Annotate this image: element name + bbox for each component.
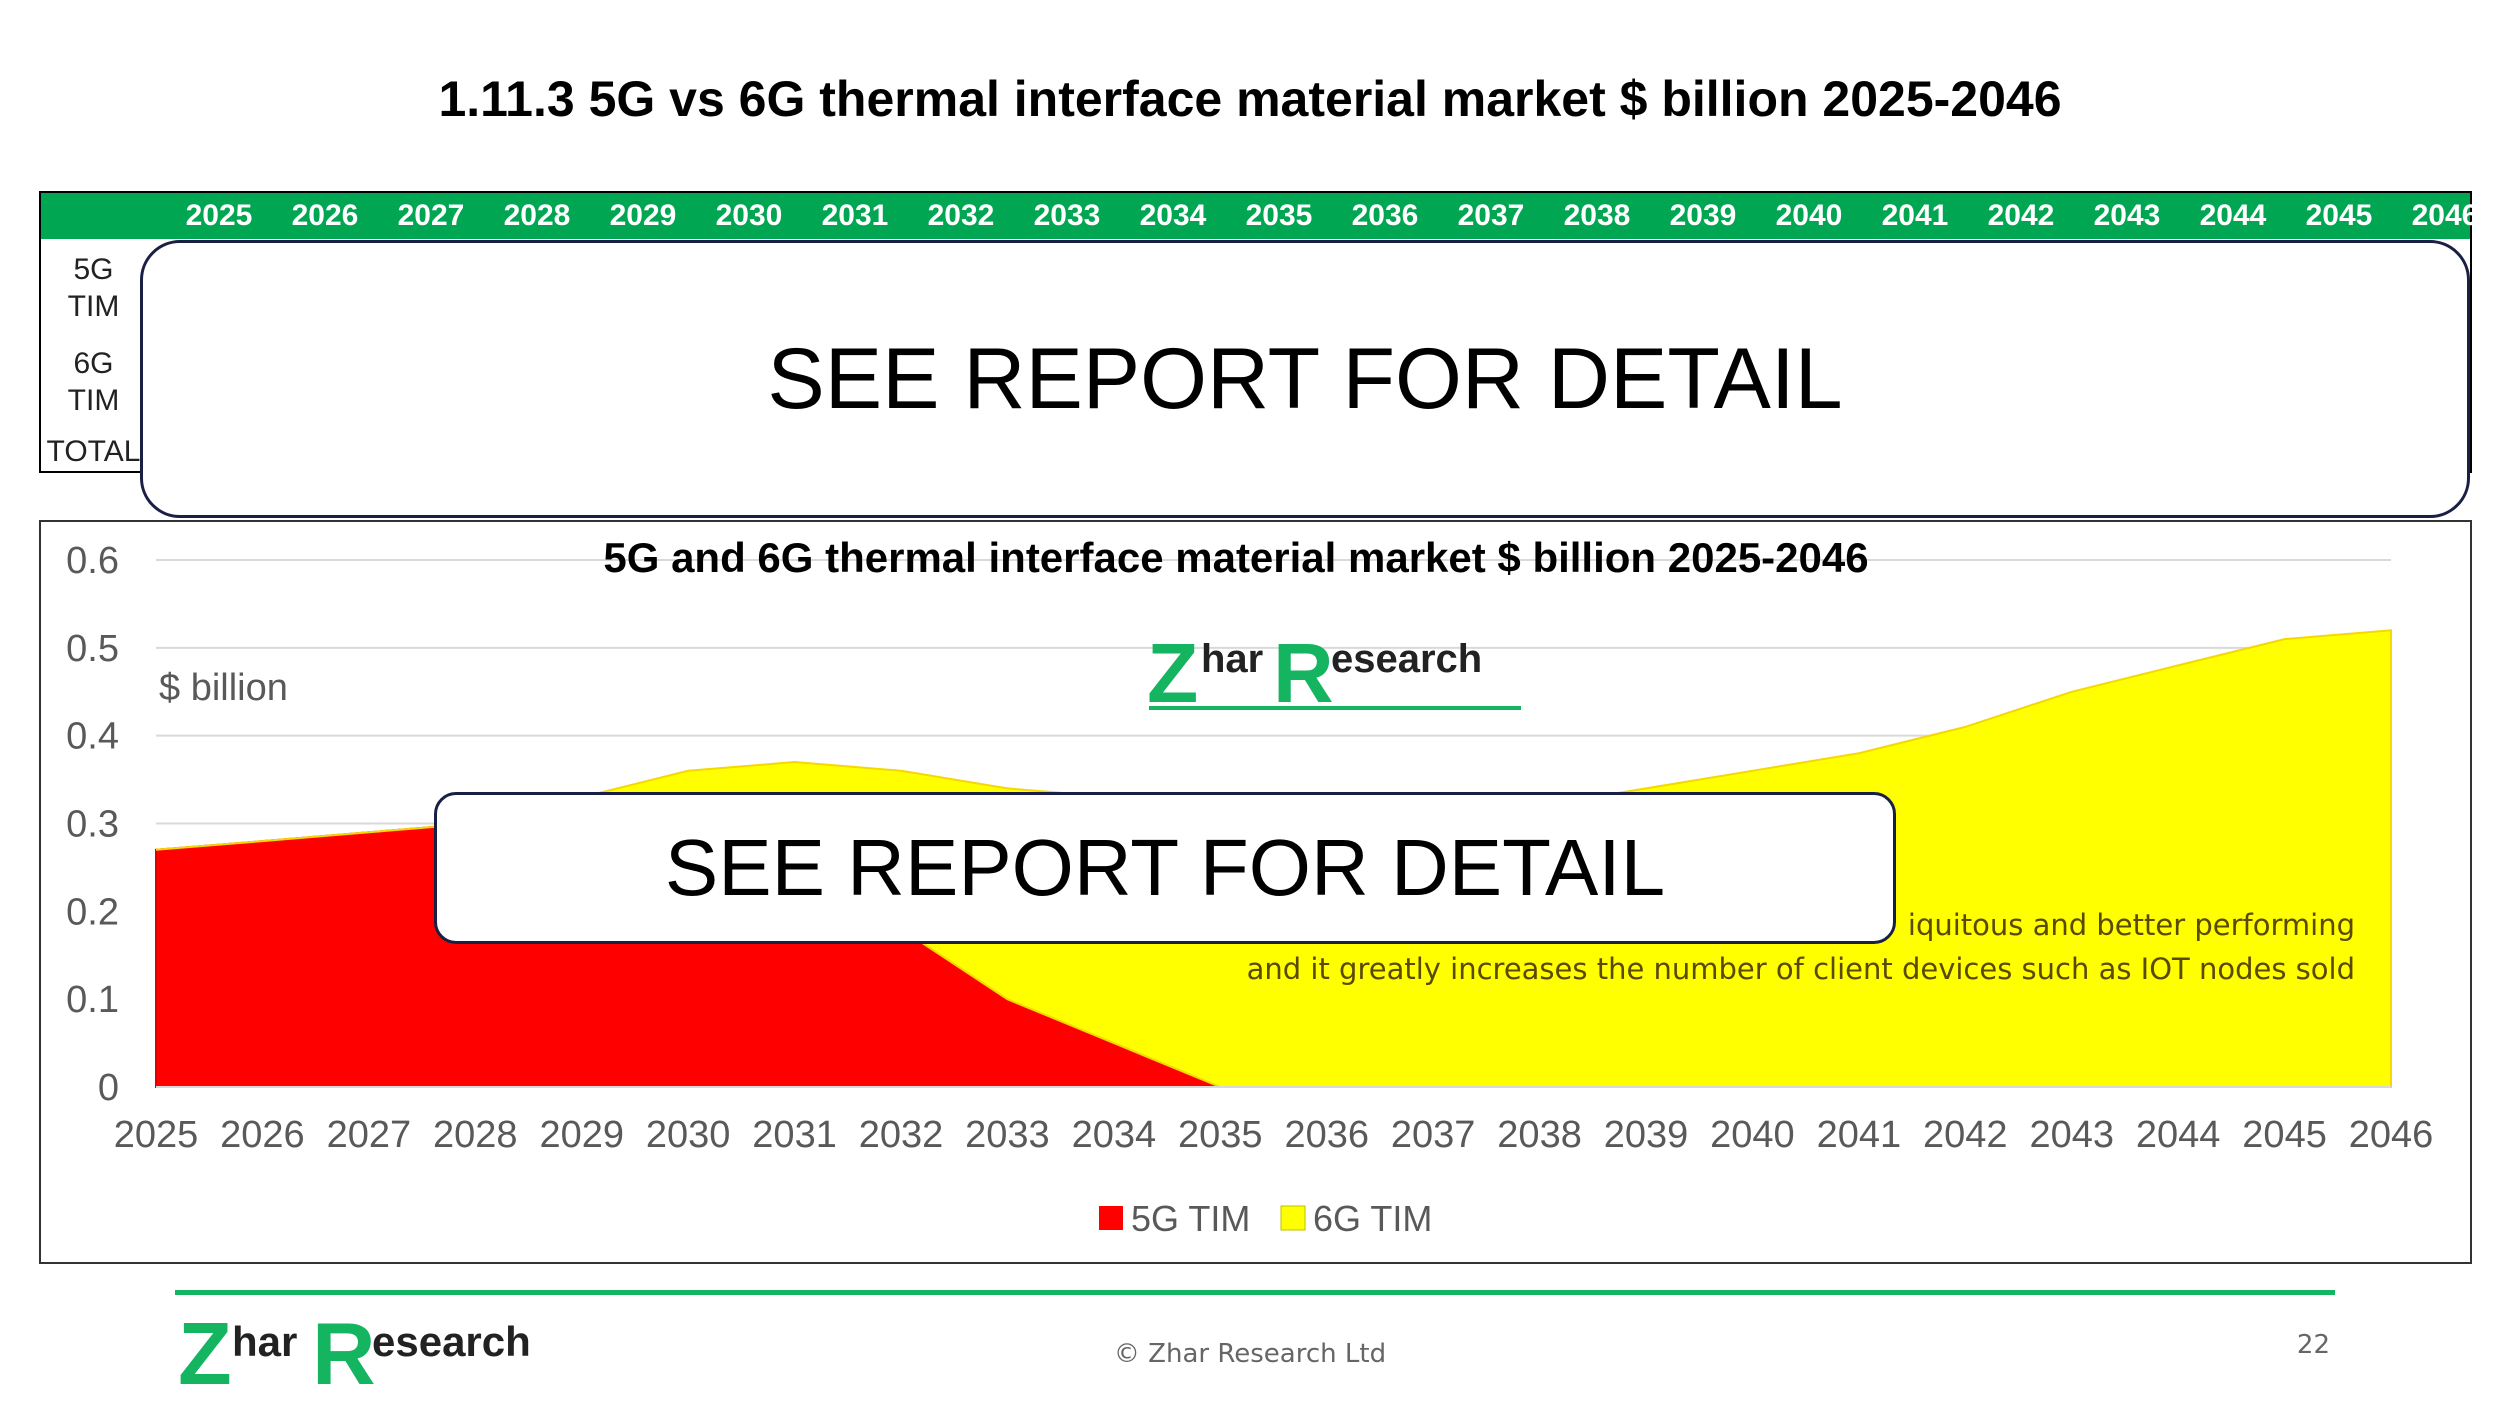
chart-watermark-logo: Z har R esearch xyxy=(1147,626,1521,720)
footer-divider xyxy=(175,1290,2335,1295)
x-tick-label: 2027 xyxy=(327,1114,412,1156)
logo-letter-z: Z xyxy=(1147,626,1198,720)
y-axis-unit-label: $ billion xyxy=(159,667,288,709)
x-tick-label: 2026 xyxy=(220,1114,305,1156)
y-tick-label: 0.5 xyxy=(66,628,119,670)
x-tick-label: 2040 xyxy=(1710,1114,1795,1156)
chart-title: 5G and 6G thermal interface material mar… xyxy=(603,534,1868,581)
footer-logo-text-har: har xyxy=(232,1318,297,1365)
x-tick-label: 2038 xyxy=(1497,1114,1582,1156)
table-year-2037: 2037 xyxy=(1457,199,1525,232)
table-year-2045: 2045 xyxy=(2305,199,2373,232)
row-label-5g-tim: 5G TIM xyxy=(67,253,120,323)
x-tick-label: 2042 xyxy=(1923,1114,2008,1156)
table-year-2028: 2028 xyxy=(503,199,571,232)
y-tick-label: 0.4 xyxy=(66,716,119,758)
chart-annotation-line-1: iquitous and better performing xyxy=(1908,908,2355,942)
y-tick-label: 0.3 xyxy=(66,804,119,846)
table-year-2044: 2044 xyxy=(2199,199,2267,232)
x-tick-label: 2032 xyxy=(859,1114,944,1156)
footer-logo: Z har R esearch xyxy=(178,1304,531,1400)
x-tick-label: 2030 xyxy=(646,1114,731,1156)
x-tick-label: 2033 xyxy=(965,1114,1050,1156)
x-tick-label: 2043 xyxy=(2029,1114,2114,1156)
table-year-2043: 2043 xyxy=(2093,199,2161,232)
table-year-2038: 2038 xyxy=(1563,199,1631,232)
report-detail-overlay-chart: SEE REPORT FOR DETAIL xyxy=(434,792,1896,944)
table-year-2036: 2036 xyxy=(1351,199,1419,232)
chart-legend: 5G TIM 6G TIM xyxy=(1099,1198,1432,1239)
table-year-2046: 2046 xyxy=(2411,199,2479,232)
table-year-2030: 2030 xyxy=(715,199,783,232)
table-year-2025: 2025 xyxy=(185,199,253,232)
y-tick-label: 0.6 xyxy=(66,540,119,582)
table-year-2029: 2029 xyxy=(609,199,677,232)
x-tick-label: 2039 xyxy=(1604,1114,1689,1156)
table-header-row: 2025 2026 2027 2028 2029 2030 2031 2032 2033 2034… xyxy=(41,193,2478,239)
x-tick-label: 2046 xyxy=(2349,1114,2434,1156)
x-tick-label: 2028 xyxy=(433,1114,518,1156)
table-year-2040: 2040 xyxy=(1775,199,1843,232)
legend-label-5g-tim: 5G TIM xyxy=(1131,1198,1250,1239)
x-tick-label: 2036 xyxy=(1284,1114,1369,1156)
logo-text-har: har xyxy=(1201,637,1263,681)
legend-swatch-5g-tim xyxy=(1099,1206,1123,1230)
logo-underline xyxy=(1149,706,1521,710)
x-tick-label: 2034 xyxy=(1072,1114,1157,1156)
chart-ticks: 0 0.1 0.2 0.3 0.4 0.5 0.6 2025 2026 2027 2028 2029 2… xyxy=(66,540,2433,1156)
x-tick-label: 2045 xyxy=(2242,1114,2327,1156)
table-year-2042: 2042 xyxy=(1987,199,2055,232)
copyright-text: © Zhar Research Ltd xyxy=(1113,1339,1387,1369)
slide-title: 1.11.3 5G vs 6G thermal interface materi… xyxy=(438,71,2062,127)
page-number: 22 xyxy=(2296,1330,2330,1360)
legend-swatch-6g-tim xyxy=(1280,1205,1306,1231)
table-year-2035: 2035 xyxy=(1245,199,1313,232)
table-year-2031: 2031 xyxy=(821,199,889,232)
x-tick-label: 2041 xyxy=(1817,1114,1902,1156)
x-tick-label: 2025 xyxy=(114,1114,199,1156)
logo-text-esearch: esearch xyxy=(1331,637,1482,681)
x-tick-label: 2035 xyxy=(1178,1114,1263,1156)
x-tick-label: 2037 xyxy=(1391,1114,1476,1156)
x-tick-label: 2044 xyxy=(2136,1114,2221,1156)
table-year-2033: 2033 xyxy=(1033,199,1101,232)
footer-logo-text-esearch: esearch xyxy=(372,1318,531,1365)
legend-label-6g-tim: 6G TIM xyxy=(1313,1198,1432,1239)
table-year-2041: 2041 xyxy=(1881,199,1949,232)
y-tick-label: 0.1 xyxy=(66,979,119,1021)
footer-logo-letter-z: Z xyxy=(178,1304,232,1400)
table-year-2034: 2034 xyxy=(1139,199,1207,232)
y-tick-label: 0 xyxy=(98,1067,119,1109)
x-tick-label: 2031 xyxy=(752,1114,837,1156)
footer-logo-letter-r: R xyxy=(312,1304,376,1400)
report-detail-overlay-table: SEE REPORT FOR DETAIL xyxy=(140,240,2470,518)
chart-annotation-line-2: and it greatly increases the number of c… xyxy=(1247,952,2355,986)
table-year-2039: 2039 xyxy=(1669,199,1737,232)
table-year-2026: 2026 xyxy=(291,199,359,232)
x-tick-label: 2029 xyxy=(539,1114,624,1156)
table-year-2027: 2027 xyxy=(397,199,465,232)
row-label-6g-tim: 6G TIM xyxy=(67,347,120,417)
table-year-2032: 2032 xyxy=(927,199,995,232)
logo-letter-r: R xyxy=(1273,626,1334,720)
y-tick-label: 0.2 xyxy=(66,891,119,933)
row-label-total: TOTAL xyxy=(46,435,141,468)
